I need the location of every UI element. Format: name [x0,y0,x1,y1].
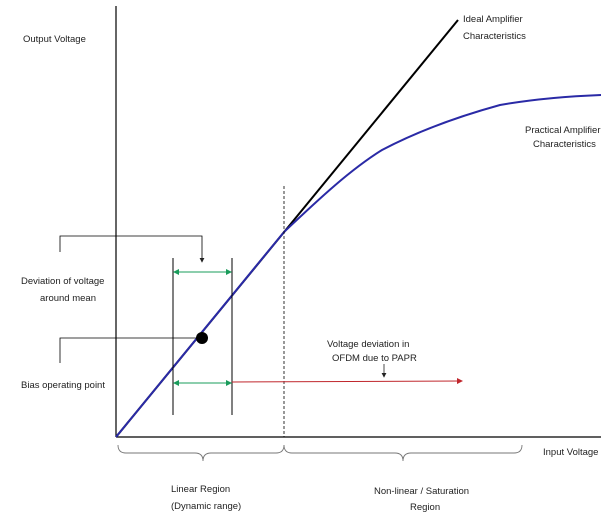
nonlinear-region-label-line1: Non-linear / Saturation [374,486,469,497]
ideal-label-line1: Ideal Amplifier [463,14,523,25]
x-axis-label: Input Voltage [543,447,598,458]
bias-point-dot [196,332,208,344]
deviation-leader-line [59,235,205,263]
practical-label-line2: Characteristics [533,139,596,150]
y-axis-label: Output Voltage [23,34,86,45]
ofdm-deviation-arrow [231,378,463,385]
linear-region-label-line2: (Dynamic range) [171,501,241,512]
bias-leader-line [59,337,196,363]
ideal-label-line2: Characteristics [463,31,526,42]
deviation-label-line2: around mean [40,293,96,304]
practical-characteristic-curve [115,94,601,438]
deviation-label-line1: Deviation of voltage [21,276,104,287]
practical-label-line1: Practical Amplifier [525,125,601,136]
ofdm-label-line2: OFDM due to PAPR [332,353,417,364]
ofdm-label-line1: Voltage deviation in [327,339,409,350]
linear-region-brace [117,444,285,462]
nonlinear-region-label-line2: Region [410,502,440,513]
linear-region-label-line1: Linear Region [171,484,230,495]
nonlinear-region-brace [283,444,523,462]
bias-label: Bias operating point [21,380,105,391]
